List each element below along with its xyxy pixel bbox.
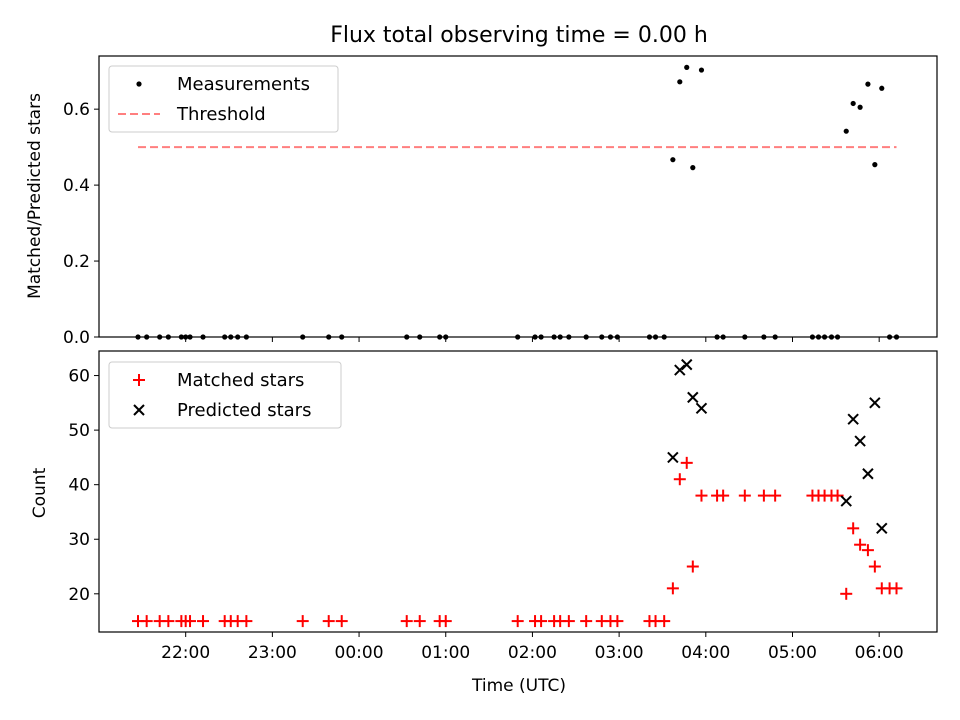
bottom-marks [132, 358, 903, 628]
bottom-y-ticks: 20 30 40 50 60 [68, 367, 99, 605]
matched-star-point [686, 560, 699, 573]
matched-star-point [658, 615, 671, 628]
bottom-y-tick-label: 40 [68, 476, 90, 496]
legend-predicted-label: Predicted stars [177, 400, 311, 421]
matched-star-point [717, 489, 730, 502]
bottom-axes-frame [98, 350, 938, 633]
matched-star-point [511, 615, 524, 628]
matched-star-point [296, 615, 309, 628]
matched-star-point [140, 615, 153, 628]
measurement-point [843, 128, 849, 134]
top-y-tick-label: 0.4 [63, 176, 90, 196]
predicted-star-point [869, 397, 881, 409]
measurement-point [684, 64, 690, 70]
bottom-x-ticks: 22:00 23:00 00:00 01:00 02:00 03:00 04:00 05:00… [161, 632, 904, 663]
top-panel: 0.0 0.2 0.4 0.6 Matched/Predicted stars Mea… [25, 55, 938, 348]
matched-star-point [868, 560, 881, 573]
x-tick-label: 22:00 [161, 643, 210, 663]
x-tick-label: 04:00 [681, 643, 730, 663]
measurement-point [850, 100, 856, 107]
legend-matched-label: Matched stars [177, 370, 304, 391]
bottom-y-tick-label: 30 [68, 530, 90, 550]
bottom-y-tick-label: 60 [68, 367, 90, 387]
matched-star-point [413, 615, 426, 628]
top-y-axis-label: Matched/Predicted stars [25, 93, 45, 299]
predicted-star-point [847, 413, 859, 425]
x-tick-label: 02:00 [508, 643, 557, 663]
legend-matched-marker [133, 374, 145, 386]
matched-star-point [400, 615, 413, 628]
matched-star-point [580, 615, 593, 628]
predicted-star-point [695, 402, 708, 414]
legend-threshold-label: Threshold [176, 104, 266, 125]
top-axes-frame [98, 55, 938, 338]
legend-measurements-label: Measurements [177, 74, 310, 95]
predicted-star-point [862, 468, 874, 480]
matched-star-point [162, 615, 175, 628]
matched-star-point [890, 582, 903, 595]
matched-star-point [847, 522, 860, 535]
x-tick-label: 00:00 [335, 643, 384, 663]
matched-star-point [439, 615, 452, 628]
matched-star-point [335, 615, 348, 628]
x-axis-label: Time (UTC) [471, 676, 566, 696]
predicted-star-point [876, 522, 888, 535]
bottom-legend: Matched stars Predicted stars [108, 361, 342, 429]
matched-star-point [695, 489, 708, 502]
x-tick-label: 01:00 [421, 643, 470, 663]
top-legend: Measurements Threshold [108, 65, 339, 133]
matched-star-point [240, 615, 253, 628]
matched-star-point [184, 615, 197, 628]
top-y-tick-label: 0.2 [63, 252, 90, 272]
chart-title: Flux total observing time = 0.00 h [330, 23, 708, 48]
matched-star-point [322, 615, 335, 628]
measurement-point [857, 104, 863, 110]
matched-star-point [535, 615, 548, 628]
x-tick-label: 03:00 [595, 643, 644, 663]
measurement-point [872, 162, 878, 168]
matched-star-point [666, 582, 679, 595]
matched-star-point [831, 489, 844, 502]
matched-star-point [680, 456, 693, 469]
measurement-point [879, 85, 885, 91]
predicted-star-point [674, 364, 686, 376]
matched-star-point [840, 587, 853, 600]
bottom-y-axis-label: Count [30, 467, 50, 518]
measurement-point [677, 79, 683, 85]
matched-star-point [611, 615, 624, 628]
matched-star-point [738, 489, 751, 502]
bottom-panel: 20 30 40 50 60 22:00 23:00 00:00 01:00 02:00 03:0… [30, 350, 938, 696]
matched-star-point [769, 489, 782, 502]
matched-star-point [562, 615, 575, 628]
top-legend-frame [108, 65, 339, 133]
measurement-point [698, 67, 705, 73]
measurement-point [670, 157, 676, 163]
predicted-star-point [681, 358, 693, 371]
predicted-star-point [840, 495, 852, 507]
matched-star-point [673, 473, 686, 486]
top-y-ticks: 0.0 0.2 0.4 0.6 [63, 100, 99, 348]
matched-star-point [861, 544, 874, 557]
predicted-star-point [687, 391, 699, 404]
x-tick-label: 05:00 [768, 643, 817, 663]
predicted-star-point [854, 435, 866, 447]
predicted-star-point [667, 451, 679, 464]
matched-star-point [854, 538, 867, 551]
legend-predicted-marker [133, 404, 145, 416]
matched-star-point [197, 615, 210, 628]
top-y-tick-label: 0.6 [63, 100, 90, 120]
top-x-ticks [185, 337, 880, 342]
bottom-y-tick-label: 20 [68, 585, 90, 605]
bottom-y-tick-label: 50 [68, 421, 90, 441]
bottom-legend-frame [108, 361, 342, 429]
legend-measurements-marker [136, 81, 142, 87]
measurement-point [865, 81, 871, 87]
x-tick-label: 06:00 [855, 643, 904, 663]
measurement-point [690, 165, 696, 171]
matched-star-point [757, 489, 770, 502]
x-tick-label: 23:00 [248, 643, 297, 663]
top-y-tick-label: 0.0 [63, 328, 90, 348]
